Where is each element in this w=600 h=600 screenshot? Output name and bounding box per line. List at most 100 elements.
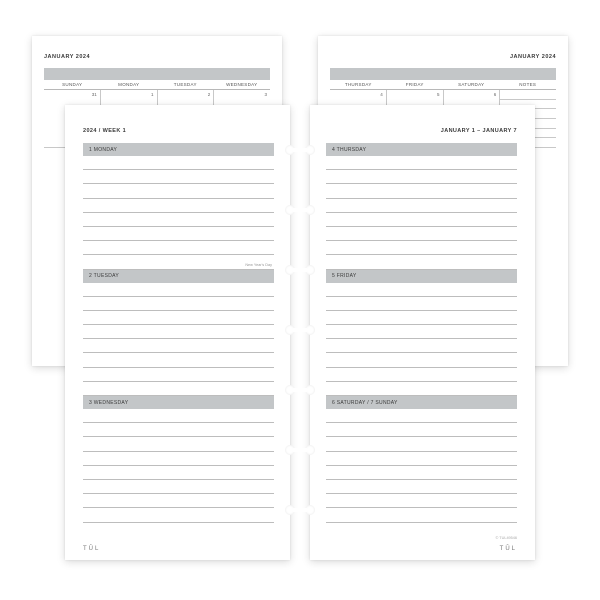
disc-punch [305, 325, 315, 335]
month-title-row: JANUARY 2024 [330, 50, 556, 64]
disc-punch [285, 205, 295, 215]
day-label: 1 MONDAY [89, 147, 117, 153]
week-header: JANUARY 1 – JANUARY 7 [326, 125, 517, 137]
rule-line [326, 480, 517, 494]
rule-line [83, 241, 274, 255]
rule-line [83, 199, 274, 213]
ruled-lines: New Year's Day [83, 156, 274, 270]
rule-line [326, 494, 517, 508]
day-block: 6 SATURDAY / 7 SUNDAY [326, 396, 517, 523]
day-header-row: SUNDAY MONDAY TUESDAY WEDNESDAY [44, 80, 270, 90]
rule-line [83, 184, 274, 198]
rule-line [326, 213, 517, 227]
rule-line [326, 311, 517, 325]
rule-line [83, 452, 274, 466]
day-block: 5 FRIDAY [326, 270, 517, 397]
day-header: WEDNESDAY [214, 80, 271, 89]
rule-line [326, 297, 517, 311]
month-title-row: JANUARY 2024 [44, 50, 270, 64]
day-header-band: 5 FRIDAY [326, 270, 517, 283]
rule-line [326, 452, 517, 466]
rule-line [326, 283, 517, 297]
day-label: 2 TUESDAY [89, 273, 119, 279]
ruled-lines [83, 409, 274, 523]
day-label: 6 SATURDAY / 7 SUNDAY [332, 400, 398, 406]
rule-line [326, 382, 517, 396]
day-header-row: THURSDAY FRIDAY SATURDAY NOTES [330, 80, 556, 90]
rule-line [326, 170, 517, 184]
rule-line [83, 382, 274, 396]
rule-line [83, 283, 274, 297]
rule-line [326, 156, 517, 170]
day-header-band: 6 SATURDAY / 7 SUNDAY [326, 396, 517, 409]
rule-line [83, 368, 274, 382]
disc-punch [305, 265, 315, 275]
day-label: 4 THURSDAY [332, 147, 366, 153]
ruled-lines [326, 156, 517, 270]
rule-line [83, 213, 274, 227]
rule-line [83, 297, 274, 311]
day-header: SUNDAY [44, 80, 101, 89]
day-header: TUESDAY [157, 80, 214, 89]
rule-line [83, 311, 274, 325]
rule-line [83, 325, 274, 339]
day-header-band: 4 THURSDAY [326, 143, 517, 156]
disc-punch [285, 385, 295, 395]
copyright-note: © TUL49546 [495, 536, 517, 540]
day-label: 3 WEDNESDAY [89, 400, 128, 406]
rule-line [83, 466, 274, 480]
rule-line [326, 437, 517, 451]
weekly-page-left: 2024 / WEEK 1 1 MONDAY New Year's Day 2 TU… [65, 105, 290, 560]
disc-punch [285, 445, 295, 455]
rule-line [326, 368, 517, 382]
month-header-band [44, 68, 270, 80]
rule-line [326, 241, 517, 255]
day-header: THURSDAY [330, 80, 387, 89]
disc-punch [305, 205, 315, 215]
disc-punch [305, 385, 315, 395]
rule-line [326, 325, 517, 339]
rule-line [326, 409, 517, 423]
month-title: JANUARY 2024 [44, 54, 90, 60]
day-header: SATURDAY [443, 80, 500, 89]
rule-line [83, 480, 274, 494]
disc-punch [305, 145, 315, 155]
rule-line: New Year's Day [83, 255, 274, 269]
disc-punch [285, 325, 295, 335]
day-block: 2 TUESDAY [83, 270, 274, 397]
day-label: 5 FRIDAY [332, 273, 357, 279]
day-header-band: 2 TUESDAY [83, 270, 274, 283]
ruled-lines [326, 283, 517, 397]
rule-line [83, 156, 274, 170]
rule-line [83, 409, 274, 423]
week-date-range: JANUARY 1 – JANUARY 7 [441, 128, 517, 134]
rule-line [326, 466, 517, 480]
disc-punch [305, 505, 315, 515]
holiday-note: New Year's Day [245, 255, 274, 267]
day-block: 1 MONDAY New Year's Day [83, 143, 274, 270]
disc-punch [285, 145, 295, 155]
ruled-lines [326, 409, 517, 523]
day-header: NOTES [500, 80, 557, 89]
day-block: 3 WEDNESDAY [83, 396, 274, 523]
rule-line [326, 227, 517, 241]
ruled-lines [83, 283, 274, 397]
rule-line [326, 423, 517, 437]
day-header: MONDAY [101, 80, 158, 89]
disc-punch [305, 445, 315, 455]
rule-line [326, 255, 517, 269]
brand-logo: TŪL [83, 546, 100, 552]
brand-logo: TŪL [500, 546, 517, 552]
day-block: 4 THURSDAY [326, 143, 517, 270]
week-header: 2024 / WEEK 1 [83, 125, 274, 137]
rule-line [83, 339, 274, 353]
rule-line [83, 508, 274, 522]
day-header-band: 3 WEDNESDAY [83, 396, 274, 409]
day-header-band: 1 MONDAY [83, 143, 274, 156]
rule-line [83, 170, 274, 184]
week-header-text: 2024 / WEEK 1 [83, 128, 126, 134]
rule-line [83, 437, 274, 451]
disc-punch [285, 265, 295, 275]
rule-line [83, 227, 274, 241]
disc-punch [285, 505, 295, 515]
